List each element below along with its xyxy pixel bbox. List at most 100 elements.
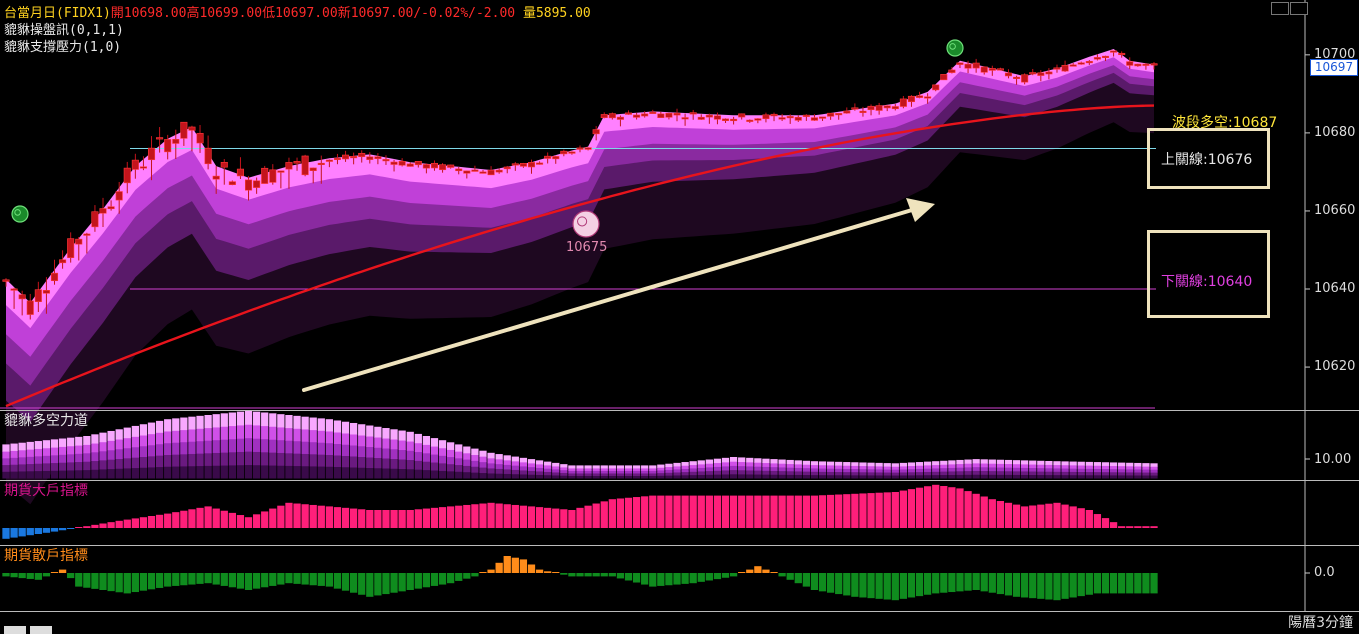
candle-body (1150, 63, 1158, 66)
retail-traders-bar (212, 573, 220, 585)
retail-traders-bar (220, 573, 228, 586)
power-bar-segment (689, 471, 697, 476)
power-bar-segment (649, 475, 657, 479)
big-traders-bar (600, 501, 608, 528)
power-bar-segment (471, 472, 479, 479)
big-traders-bar (358, 509, 366, 528)
power-bar-segment (75, 461, 83, 471)
restore-button[interactable] (1290, 2, 1308, 15)
power-bar-segment (632, 470, 641, 474)
retail-traders-bar (649, 573, 657, 587)
power-bar-segment (366, 425, 374, 437)
power-bar-segment (616, 470, 625, 474)
power-bar-segment (1037, 471, 1045, 476)
power-bar-segment (835, 465, 843, 469)
power-bar-segment (713, 462, 722, 467)
power-bar-segment (576, 467, 584, 471)
candle-body (592, 129, 600, 135)
power-bar-segment (349, 466, 358, 479)
retail-traders-bar (164, 573, 172, 587)
power-bar-segment (301, 428, 309, 442)
support-band-deep (6, 72, 1154, 505)
power-bar-segment (519, 461, 528, 467)
power-bar-segment (261, 464, 269, 479)
power-bar-segment (1069, 468, 1077, 472)
power-bar-segment (463, 471, 471, 479)
retail-traders-bar (131, 573, 139, 593)
scroll-left-tab[interactable] (4, 626, 26, 634)
retail-traders-bar (374, 573, 382, 596)
candle-body (390, 161, 398, 165)
candle-body (794, 117, 802, 121)
retail-traders-bar (430, 573, 439, 586)
scroll-right-tab[interactable] (30, 626, 52, 634)
power-bar-segment (1037, 467, 1045, 472)
power-bar-segment (479, 461, 487, 468)
power-bar-segment (1012, 460, 1021, 465)
big-traders-bar (1077, 508, 1085, 528)
power-bar-segment (382, 468, 390, 479)
candle-body (317, 162, 325, 165)
power-bar-segment (220, 465, 228, 479)
power-bar-segment (285, 415, 293, 429)
candle-body (1069, 64, 1077, 67)
power-bar-segment (1053, 471, 1061, 476)
power-bar-segment (358, 456, 366, 468)
power-bar-segment (58, 470, 67, 479)
power-bar-segment (1021, 470, 1029, 475)
retail-traders-bar (471, 573, 479, 577)
power-bar-segment (155, 466, 164, 479)
power-bar-segment (794, 474, 802, 479)
big-traders-bar (527, 506, 536, 528)
retail-traders-bar (907, 573, 916, 598)
power-bar-segment (180, 429, 188, 443)
power-bar-segment (155, 420, 164, 433)
power-bar-segment (18, 442, 26, 451)
power-bar-segment (818, 464, 827, 469)
power-bar-segment (899, 468, 908, 473)
power-bar-segment (382, 458, 390, 469)
power-bar-segment (980, 463, 988, 468)
retail-traders-bar (349, 573, 358, 593)
power-bar-segment (1150, 472, 1158, 476)
power-bar-segment (891, 475, 899, 479)
power-bar-segment (1029, 474, 1037, 479)
power-bar-segment (899, 471, 908, 476)
big-traders-bar (236, 515, 245, 528)
power-bar-segment (972, 470, 980, 475)
power-bar-segment (826, 461, 835, 466)
candle-body (50, 272, 59, 282)
power-bar-segment (2, 471, 10, 479)
power-bar-segment (600, 465, 608, 469)
timeframe-label[interactable]: 陽曆3分鐘 (1288, 615, 1353, 631)
power-bar-segment (810, 467, 819, 472)
minimize-button[interactable] (1271, 2, 1289, 15)
power-bar-segment (261, 425, 269, 440)
power-bar-segment (1093, 474, 1102, 479)
candle-body (309, 167, 317, 171)
power-bar-segment (503, 473, 511, 479)
candle-body (495, 169, 503, 173)
power-bar-segment (826, 464, 835, 469)
candle-body (479, 171, 487, 174)
retail-traders-bar (818, 573, 827, 592)
power-bar-segment (826, 468, 835, 472)
power-bar-segment (1142, 475, 1150, 479)
power-bar-segment (220, 413, 228, 427)
power-bar-segment (665, 466, 673, 470)
big-traders-pane-title: 期貨大戶指標 (4, 483, 88, 499)
big-traders-bar (58, 528, 67, 531)
power-bar-segment (455, 444, 463, 452)
candle-body (107, 206, 115, 210)
retail-traders-bar (641, 573, 649, 585)
big-traders-bar (325, 506, 334, 528)
power-bar-segment (940, 474, 948, 479)
retail-traders-bar (438, 573, 447, 585)
big-traders-bar (592, 503, 600, 528)
power-bar-segment (1109, 468, 1118, 473)
candle-body (42, 290, 50, 294)
power-bar-segment (204, 452, 212, 466)
power-bar-segment (835, 474, 843, 479)
power-bar-segment (754, 466, 762, 471)
big-traders-bar (155, 514, 164, 528)
